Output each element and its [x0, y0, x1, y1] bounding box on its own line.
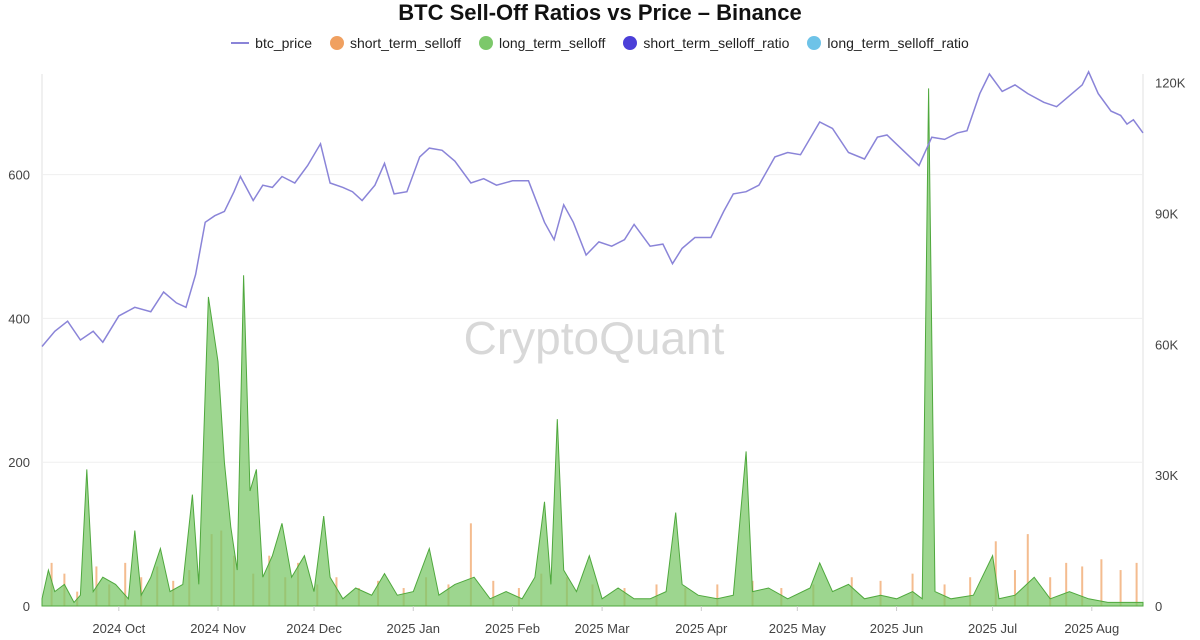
- short-term-selloff-bar: [492, 580, 495, 606]
- legend-label-long-term-selloff: long_term_selloff: [499, 35, 606, 51]
- legend-item-long-term-selloff-ratio[interactable]: long_term_selloff_ratio: [807, 35, 969, 51]
- right-tick-label: 60K: [1155, 337, 1178, 352]
- legend-item-long-term-selloff[interactable]: long_term_selloff: [479, 35, 605, 51]
- short-term-selloff-bar: [1135, 562, 1138, 606]
- legend-swatch-btc-price: [231, 42, 250, 44]
- x-tick-label: 2024 Oct: [92, 621, 145, 636]
- left-tick-label: 400: [8, 311, 30, 326]
- short-term-selloff-bar: [911, 573, 914, 606]
- right-tick-label: 30K: [1155, 468, 1178, 483]
- legend-label-short-term-selloff: short_term_selloff: [349, 35, 461, 51]
- left-tick-label: 0: [23, 599, 30, 614]
- short-term-selloff-bar: [1100, 559, 1103, 606]
- x-tick-label: 2025 Feb: [485, 621, 540, 636]
- legend-swatch-long-term-selloff-ratio: [807, 36, 822, 50]
- short-term-selloff-bar: [1119, 570, 1122, 606]
- x-tick-label: 2025 Mar: [575, 621, 631, 636]
- legend-label-short-term-selloff-ratio: short_term_selloff_ratio: [643, 35, 790, 51]
- legend-label-btc-price: btc_price: [255, 35, 312, 51]
- short-term-selloff-bar: [716, 584, 719, 606]
- short-term-selloff-bar: [1013, 570, 1016, 606]
- btc-price-line: [41, 70, 1144, 347]
- short-term-selloff-bar: [1026, 534, 1029, 606]
- legend-item-short-term-selloff[interactable]: short_term_selloff: [329, 35, 461, 51]
- short-term-selloff-bar: [469, 523, 472, 606]
- short-term-selloff-bar: [1081, 566, 1084, 606]
- x-tick-label: 2024 Dec: [286, 621, 342, 636]
- right-tick-label: 0: [1155, 599, 1162, 614]
- short-term-selloff-bar: [655, 584, 658, 606]
- short-term-selloff-bar: [994, 541, 997, 606]
- legend-swatch-short-term-selloff-ratio: [623, 36, 638, 50]
- short-term-selloff-bar: [124, 562, 127, 606]
- long-term-selloff-area: [41, 88, 1144, 607]
- short-term-selloff-bar: [1065, 562, 1068, 606]
- legend-swatch-short-term-selloff: [329, 36, 344, 50]
- short-term-selloff-bar: [1049, 577, 1052, 606]
- x-tick-label: 2025 Aug: [1064, 621, 1119, 636]
- right-tick-label: 120K: [1155, 76, 1186, 91]
- right-axis: 0 30K 60K 90K 120K: [1155, 76, 1186, 614]
- legend-item-btc-price[interactable]: btc_price: [231, 35, 312, 51]
- short-term-selloff-bar: [943, 584, 946, 606]
- chart-legend: btc_price short_term_selloff long_term_s…: [0, 35, 1200, 51]
- right-tick-label: 90K: [1155, 207, 1178, 222]
- legend-item-short-term-selloff-ratio[interactable]: short_term_selloff_ratio: [623, 35, 789, 51]
- left-tick-label: 200: [8, 455, 30, 470]
- short-term-selloff-bar: [879, 580, 882, 606]
- legend-swatch-long-term-selloff: [479, 36, 493, 50]
- short-term-selloff-bar: [969, 577, 972, 606]
- x-tick-label: 2024 Nov: [190, 621, 246, 636]
- x-tick-label: 2025 Jun: [870, 621, 924, 636]
- watermark: CryptoQuant: [464, 312, 725, 364]
- left-axis: 0 200 400 600: [8, 168, 30, 614]
- x-tick-label: 2025 Jan: [387, 621, 441, 636]
- left-tick-label: 600: [8, 168, 30, 183]
- x-tick-label: 2025 May: [769, 621, 827, 636]
- legend-label-long-term-selloff-ratio: long_term_selloff_ratio: [827, 35, 969, 51]
- chart-title: BTC Sell-Off Ratios vs Price – Binance: [398, 0, 802, 25]
- x-tick-label: 2025 Apr: [675, 621, 728, 636]
- x-axis: 2024 Oct 2024 Nov 2024 Dec 2025 Jan 2025 Feb…: [92, 606, 1119, 636]
- x-tick-label: 2025 Jul: [968, 621, 1017, 636]
